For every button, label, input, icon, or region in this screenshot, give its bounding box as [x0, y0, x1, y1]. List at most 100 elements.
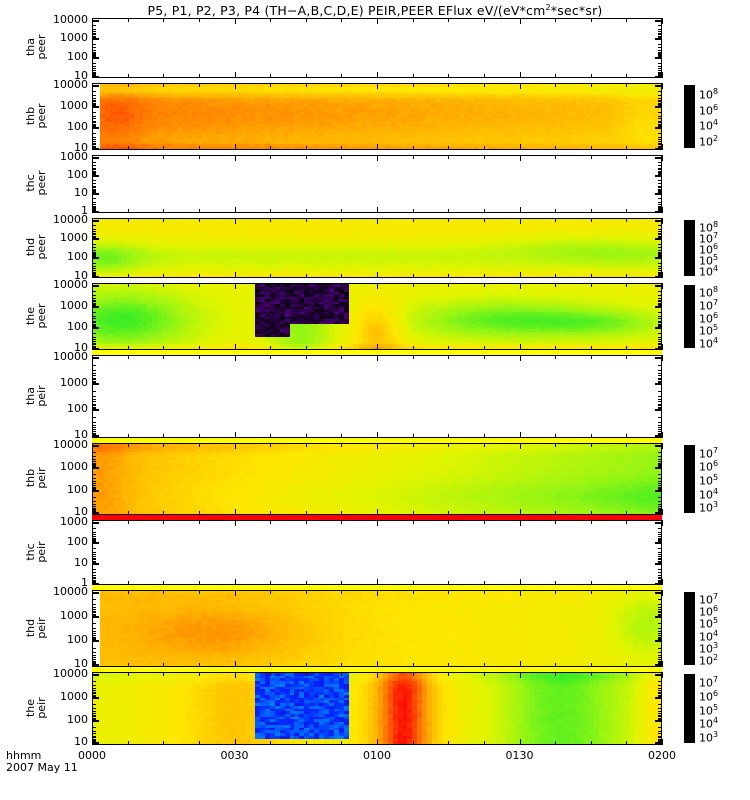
y-minor-tick: [92, 139, 96, 140]
y-minor-tick: [92, 481, 96, 482]
y-minor-tick: [92, 326, 96, 327]
saturation-stripe-yellow-thd-peir: [92, 667, 662, 672]
panel-thd-peer[interactable]: [92, 218, 662, 278]
y-major-tick: [92, 522, 99, 524]
panel-the-peer[interactable]: [92, 283, 662, 350]
panel-the-peir[interactable]: [92, 672, 662, 745]
y-minor-tick: [658, 733, 662, 734]
y-minor-tick: [92, 417, 96, 418]
y-minor-tick: [658, 396, 662, 397]
x-tick: [235, 355, 236, 361]
x-tick: [306, 590, 307, 594]
y-tick-the-peer-10000: 10000: [38, 279, 88, 290]
y-minor-tick: [658, 528, 662, 529]
x-tick: [199, 18, 200, 22]
colorbar-tick-the-peir-1e6: 106: [699, 688, 718, 703]
x-tick: [413, 355, 414, 359]
x-tick: [92, 218, 93, 224]
y-minor-tick: [658, 681, 662, 682]
x-tick: [199, 274, 200, 278]
y-minor-tick: [92, 244, 96, 245]
y-tick-thd-peir-100: 100: [38, 634, 88, 645]
y-major-tick: [92, 285, 99, 287]
panel-tha-peer[interactable]: [92, 18, 662, 78]
y-minor-tick: [92, 422, 96, 423]
plot-area-the-peir: [93, 673, 661, 744]
colorbar-tick-thb-peer-1e2: 102: [699, 133, 718, 148]
y-minor-tick: [658, 615, 662, 616]
y-minor-tick: [658, 628, 662, 629]
plot-area-thd-peer: [93, 219, 661, 277]
panel-thc-peir[interactable]: [92, 520, 662, 585]
y-minor-tick: [658, 427, 662, 428]
y-minor-tick: [658, 401, 662, 402]
y-minor-tick: [658, 481, 662, 482]
y-minor-tick: [658, 375, 662, 376]
x-tick: [270, 74, 271, 78]
x-tick: [520, 443, 521, 449]
x-tick: [626, 146, 627, 150]
colorbar-tick-the-peer-1e4: 104: [699, 335, 718, 350]
x-tick: [413, 18, 414, 22]
y-major-tick: [92, 106, 99, 108]
x-tick: [591, 209, 592, 213]
panel-thb-peer[interactable]: [92, 83, 662, 150]
y-minor-tick: [92, 733, 96, 734]
panel-thb-peir[interactable]: [92, 443, 662, 515]
y-major-tick: [655, 383, 662, 385]
x-tick: [448, 590, 449, 594]
y-minor-tick: [92, 312, 96, 313]
x-tick: [626, 520, 627, 524]
x-tick: [92, 155, 93, 161]
panel-thc-peer[interactable]: [92, 155, 662, 213]
y-minor-tick: [658, 137, 662, 138]
x-tick: [626, 443, 627, 447]
y-minor-tick: [92, 497, 96, 498]
x-tick: [520, 590, 521, 596]
x-tick: [555, 741, 556, 745]
x-tick: [555, 146, 556, 150]
y-minor-tick: [658, 47, 662, 48]
y-major-tick: [655, 220, 662, 222]
y-label-bottom-the-peir: peir: [36, 678, 47, 738]
panel-tha-peir[interactable]: [92, 355, 662, 438]
saturation-stripe-yellow-the-peer: [92, 350, 662, 355]
x-tick: [306, 355, 307, 359]
x-tick: [662, 155, 663, 161]
x-tick: [128, 355, 129, 359]
y-minor-tick: [92, 105, 96, 106]
y-minor-tick: [92, 401, 96, 402]
x-tick: [163, 741, 164, 745]
y-tick-thc-peer-100: 100: [38, 169, 88, 180]
y-tick-thc-peir-1000: 1000: [38, 516, 88, 527]
x-tick: [341, 283, 342, 287]
y-tick-tha-peir-1000: 1000: [38, 377, 88, 388]
x-tick: [128, 18, 129, 22]
y-minor-tick: [658, 337, 662, 338]
x-tick: [626, 18, 627, 22]
y-minor-tick: [658, 532, 662, 533]
y-tick-thd-peir-1000: 1000: [38, 610, 88, 621]
heatmap-the-peir: [93, 673, 661, 744]
x-tick: [270, 146, 271, 150]
y-major-tick: [655, 76, 662, 78]
y-minor-tick: [92, 569, 96, 570]
y-minor-tick: [658, 91, 662, 92]
panel-thd-peir[interactable]: [92, 590, 662, 667]
x-tick: [520, 218, 521, 224]
x-tick: [377, 144, 378, 150]
x-tick: [413, 520, 414, 524]
y-minor-tick: [658, 631, 662, 632]
y-minor-tick: [92, 478, 96, 479]
x-tick: [92, 672, 93, 678]
plot-area-tha-peir: [93, 356, 661, 437]
y-tick-tha-peir-10000: 10000: [38, 351, 88, 362]
x-tick: [341, 155, 342, 159]
y-minor-tick: [92, 25, 96, 26]
y-minor-tick: [92, 474, 96, 475]
y-minor-tick: [658, 633, 662, 634]
x-tick: [199, 590, 200, 594]
y-major-tick: [655, 467, 662, 469]
colorbar-tick-the-peir-1e5: 105: [699, 702, 718, 717]
y-tick-tha-peer-100: 100: [38, 51, 88, 62]
